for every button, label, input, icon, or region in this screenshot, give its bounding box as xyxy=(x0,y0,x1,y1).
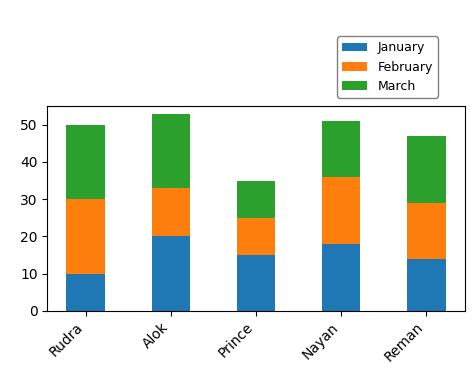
Bar xyxy=(237,218,275,255)
Bar xyxy=(322,177,360,244)
Bar xyxy=(152,188,190,236)
Bar xyxy=(66,199,105,274)
Bar xyxy=(322,121,360,177)
Bar xyxy=(237,180,275,218)
Bar xyxy=(66,274,105,311)
Bar xyxy=(152,236,190,311)
Bar xyxy=(66,125,105,199)
Bar xyxy=(237,255,275,311)
Legend: January, February, March: January, February, March xyxy=(337,36,438,98)
Bar xyxy=(322,244,360,311)
Bar xyxy=(407,136,446,203)
Bar xyxy=(407,259,446,311)
Bar xyxy=(152,114,190,188)
Bar xyxy=(407,203,446,259)
